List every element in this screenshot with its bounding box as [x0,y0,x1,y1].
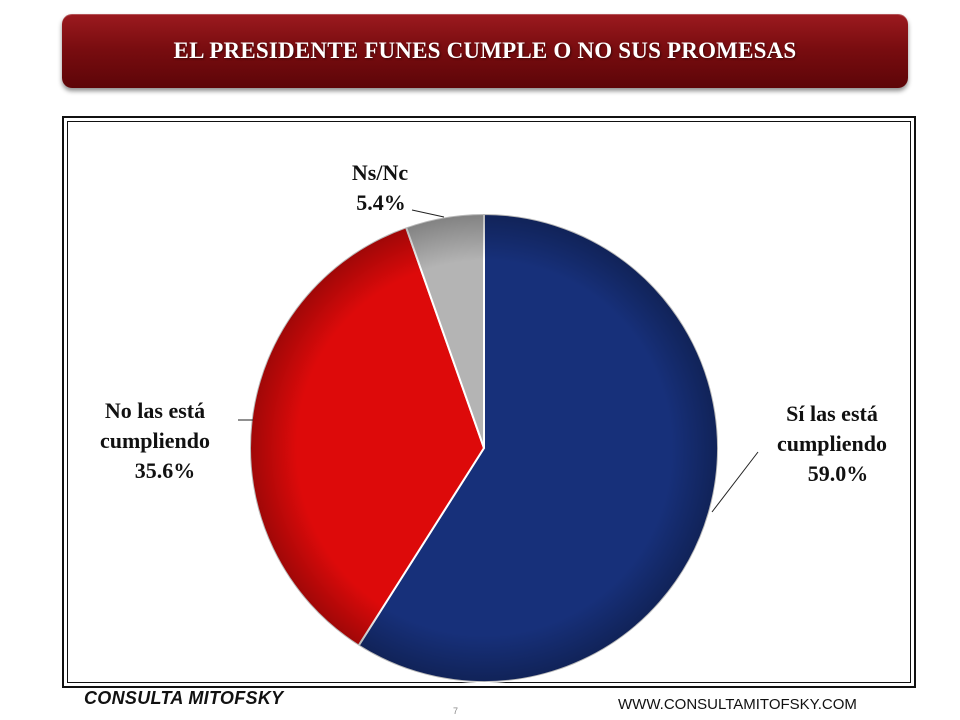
footer-brand-logo: CONSULTA MITOFSKY [84,688,284,708]
footer-url: WWW.CONSULTAMITOFSKY.COM [618,696,857,713]
chart-title: EL PRESIDENTE FUNES CUMPLE O NO SUS PROM… [173,38,797,63]
leader-line-1 [711,451,759,513]
slice-value-label-1: 59.0% [808,461,869,486]
leader-line-3 [411,209,445,218]
title-banner: EL PRESIDENTE FUNES CUMPLE O NO SUS PROM… [62,14,908,88]
slice-label-3: Ns/Nc [352,160,408,185]
slice-label-1: cumpliendo [777,431,887,456]
slice-value-label-2: 35.6% [135,458,196,483]
slice-label-1: Sí las está [786,401,878,426]
slice-label-2: No las está [105,398,205,423]
page-number: 7 [453,706,459,716]
slice-label-2: cumpliendo [100,428,210,453]
slice-value-label-3: 5.4% [356,190,406,215]
